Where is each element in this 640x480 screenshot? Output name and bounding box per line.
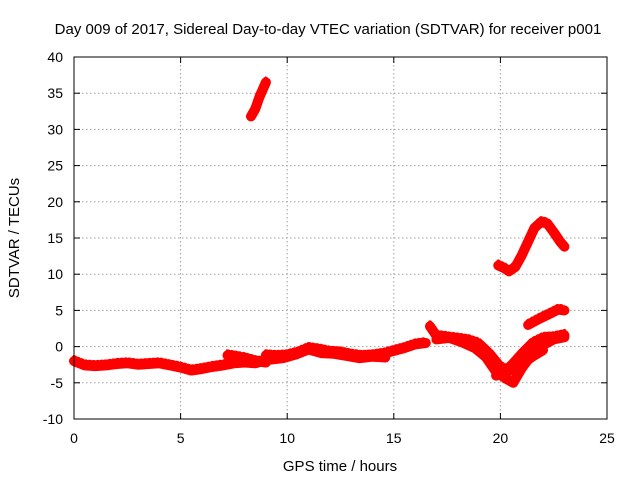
x-tick-label: 5 bbox=[177, 430, 185, 446]
y-tick-label: 35 bbox=[47, 85, 63, 101]
y-tick-label: -10 bbox=[43, 411, 63, 427]
x-tick-label: 25 bbox=[599, 430, 615, 446]
chart-title: Day 009 of 2017, Sidereal Day-to-day VTE… bbox=[55, 21, 602, 38]
series-track-9 bbox=[523, 304, 570, 330]
series-track-2 bbox=[222, 350, 271, 368]
y-tick-label: 0 bbox=[55, 339, 63, 355]
series-track-9-jitter bbox=[526, 303, 567, 323]
series-track-8-jitter bbox=[494, 344, 545, 374]
series-track-3-jitter bbox=[249, 76, 268, 115]
y-axis-label: SDTVAR / TECUs bbox=[6, 178, 23, 298]
series-track-5-jitter bbox=[268, 343, 388, 358]
x-tick-label: 0 bbox=[70, 430, 78, 446]
series-track-1 bbox=[69, 355, 271, 376]
y-tick-label: 20 bbox=[47, 194, 63, 210]
y-tick-label: 5 bbox=[55, 302, 63, 318]
series-track-10-jitter bbox=[496, 216, 567, 270]
y-tick-label: 30 bbox=[47, 121, 63, 137]
x-tick-label: 10 bbox=[279, 430, 295, 446]
y-tick-label: 10 bbox=[47, 266, 63, 282]
x-tick-label: 20 bbox=[493, 430, 509, 446]
series-track-8 bbox=[491, 345, 548, 381]
y-tick-label: -5 bbox=[51, 375, 64, 391]
data-series bbox=[69, 76, 570, 388]
axis-ticks: 0 5 10 15 20 25 -10 -5 0 5 10 15 20 25 30 35 40 bbox=[43, 49, 615, 446]
x-tick-label: 15 bbox=[386, 430, 402, 446]
y-tick-label: 15 bbox=[47, 230, 63, 246]
y-tick-label: 40 bbox=[47, 49, 63, 65]
y-tick-label: 25 bbox=[47, 158, 63, 174]
x-axis-label: GPS time / hours bbox=[283, 458, 397, 475]
series-track-5 bbox=[265, 344, 391, 365]
series-track-2-jitter bbox=[225, 349, 268, 361]
